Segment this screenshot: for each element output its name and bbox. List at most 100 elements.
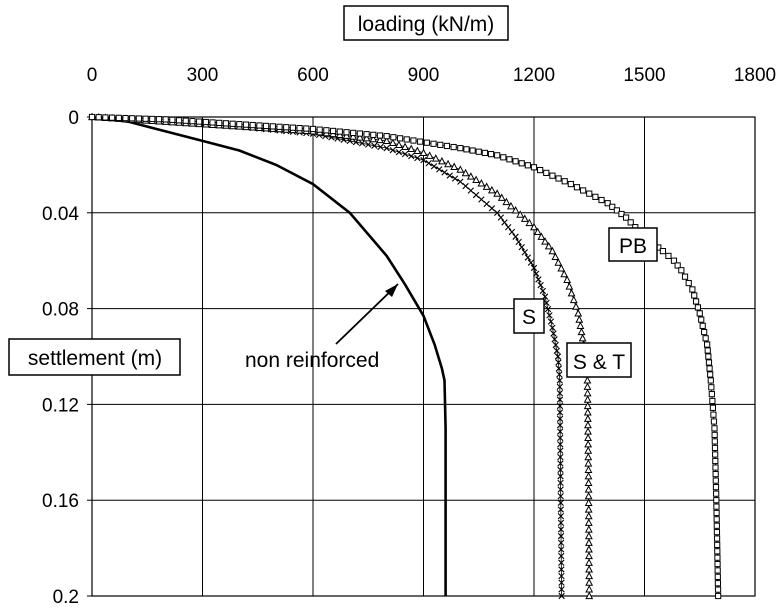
point-s-t bbox=[583, 408, 592, 416]
point-s bbox=[446, 172, 453, 179]
point-pb bbox=[713, 522, 720, 529]
point-s bbox=[558, 552, 565, 560]
point-pb bbox=[423, 139, 430, 146]
point-s bbox=[549, 324, 556, 331]
point-s-t bbox=[583, 414, 592, 422]
point-pb bbox=[443, 142, 451, 150]
x-tick-label: 0 bbox=[87, 65, 98, 86]
x-tick-label: 600 bbox=[297, 65, 329, 86]
point-pb bbox=[396, 135, 404, 142]
point-pb bbox=[708, 384, 715, 391]
point-s-t bbox=[541, 237, 549, 245]
point-s-t bbox=[362, 133, 371, 142]
point-pb bbox=[712, 457, 719, 465]
point-s bbox=[467, 187, 475, 194]
point-s bbox=[497, 214, 505, 221]
point-s bbox=[493, 209, 501, 216]
point-s-t bbox=[572, 302, 580, 310]
point-s-t bbox=[548, 246, 557, 255]
point-s-t bbox=[401, 142, 410, 151]
point-pb bbox=[356, 130, 363, 137]
x-tick-label: 1800 bbox=[734, 65, 776, 86]
point-s bbox=[557, 479, 564, 487]
series-line-non-reinforced bbox=[91, 115, 447, 596]
point-pb bbox=[329, 127, 337, 135]
point-pb bbox=[149, 115, 156, 123]
point-s bbox=[557, 453, 564, 461]
point-pb bbox=[678, 267, 685, 274]
point-s bbox=[539, 287, 547, 295]
point-s bbox=[557, 460, 564, 467]
point-s bbox=[441, 169, 448, 176]
point-pb bbox=[712, 484, 720, 491]
label-pb-text: PB bbox=[619, 235, 647, 258]
point-s-t bbox=[487, 185, 496, 194]
point-pb bbox=[702, 335, 709, 342]
point-s bbox=[556, 377, 563, 384]
point-pb bbox=[336, 128, 343, 135]
point-pb bbox=[256, 122, 263, 129]
point-s bbox=[420, 156, 427, 164]
point-pb bbox=[469, 147, 476, 154]
point-s bbox=[547, 318, 555, 325]
point-pb bbox=[704, 347, 711, 354]
point-s-t bbox=[466, 172, 475, 180]
point-s bbox=[558, 566, 565, 573]
point-s-t bbox=[584, 505, 593, 513]
point-pb bbox=[481, 149, 488, 157]
point-pb bbox=[659, 248, 667, 255]
point-pb bbox=[674, 262, 681, 269]
point-s-t bbox=[583, 388, 592, 397]
point-s-t bbox=[584, 491, 593, 500]
point-s bbox=[414, 154, 421, 162]
point-pb bbox=[283, 124, 290, 131]
point-pb bbox=[713, 509, 720, 517]
point-pb bbox=[169, 116, 176, 123]
point-pb bbox=[182, 117, 189, 124]
point-s-t bbox=[502, 197, 511, 206]
point-pb bbox=[555, 175, 562, 182]
point-pb bbox=[537, 166, 544, 174]
point-pb bbox=[715, 592, 722, 600]
point-s-t bbox=[584, 439, 593, 448]
point-pb bbox=[135, 115, 142, 122]
point-pb bbox=[376, 132, 384, 139]
point-s-t bbox=[530, 222, 538, 231]
point-s bbox=[558, 579, 565, 586]
point-pb bbox=[713, 535, 721, 542]
point-s bbox=[530, 264, 538, 272]
point-s-t bbox=[574, 309, 583, 317]
point-s-t bbox=[461, 168, 470, 177]
point-s-t bbox=[413, 146, 422, 155]
point-pb bbox=[209, 119, 216, 126]
point-s bbox=[425, 160, 432, 167]
point-s bbox=[558, 559, 565, 566]
label-pb: PB bbox=[608, 227, 658, 262]
point-s bbox=[556, 428, 564, 435]
point-s-t bbox=[349, 132, 358, 140]
point-s bbox=[557, 532, 565, 540]
point-pb bbox=[463, 146, 470, 153]
point-pb bbox=[698, 316, 705, 323]
label-s-and-t-box bbox=[566, 342, 632, 378]
point-s-t bbox=[516, 210, 525, 218]
point-s bbox=[401, 150, 409, 158]
point-s bbox=[488, 205, 496, 212]
point-s-t bbox=[585, 584, 594, 593]
point-s-t bbox=[576, 321, 585, 329]
y-tick-label: 0 bbox=[68, 108, 79, 129]
point-s-t bbox=[585, 551, 593, 560]
point-pb bbox=[714, 554, 721, 561]
label-non-reinforced: non reinforced bbox=[245, 283, 399, 372]
point-s bbox=[556, 409, 564, 416]
point-pb bbox=[229, 120, 236, 127]
point-pb bbox=[707, 371, 714, 378]
point-pb bbox=[665, 252, 672, 260]
point-s-t bbox=[585, 558, 593, 566]
point-pb bbox=[108, 114, 116, 121]
point-s-t bbox=[578, 333, 587, 342]
point-pb bbox=[370, 131, 377, 138]
point-s bbox=[557, 441, 564, 448]
point-s bbox=[555, 365, 563, 372]
point-pb bbox=[475, 148, 482, 155]
